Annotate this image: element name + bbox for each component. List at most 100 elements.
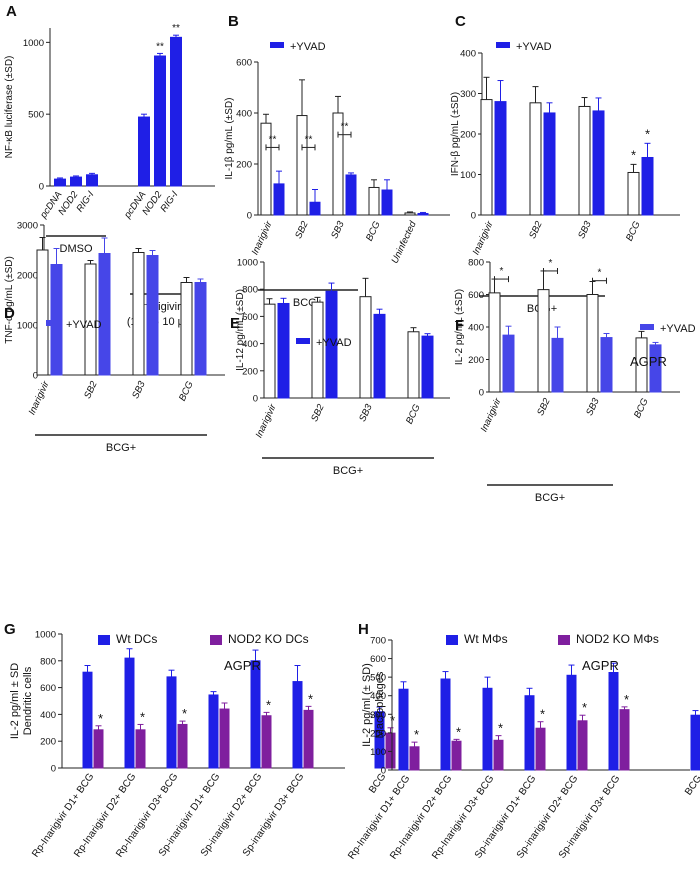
panel-letter-f: F [455, 317, 464, 334]
y-tick-label: 500 [28, 110, 44, 121]
y-tick-label: 0 [51, 764, 56, 775]
bar-c [592, 110, 605, 216]
bar-h [577, 720, 588, 771]
bar-h [608, 672, 619, 771]
panel-letter-g: G [4, 621, 16, 638]
significance-label: * [456, 724, 461, 739]
bar-e [277, 302, 290, 399]
group-label: BCG+ [535, 492, 565, 504]
group-label: BCG+ [106, 442, 136, 454]
x-category-label: RIG-I [74, 189, 96, 214]
y-axis-label: IL-12 pg/mL (±SD) [235, 289, 246, 371]
legend-label: NOD2 KO MΦs [576, 632, 659, 646]
y-axis-label: IL-2 pg/ml ± SD [9, 663, 21, 739]
y-axis-label: IL-2 pg/mL (±SD) [454, 289, 465, 365]
bar-h [524, 695, 535, 771]
significance-label: * [98, 711, 103, 726]
significance-label: * [598, 268, 602, 279]
panel-letter-e: E [230, 315, 240, 332]
bar-g [385, 732, 396, 769]
bar-f [488, 292, 501, 393]
bar-h [690, 714, 700, 771]
significance-label: * [582, 700, 587, 715]
bar-f [502, 334, 515, 393]
group-label: Inarigivir [139, 301, 181, 313]
legend-label: +YVAD [316, 337, 352, 349]
bar-d [194, 282, 207, 376]
y-axis-label: IFN-β pg/mL (±SD) [450, 92, 461, 176]
bar-b [381, 189, 393, 216]
y-axis-label: Macrophages [374, 671, 386, 738]
annotation-label: AGPR [582, 658, 619, 673]
legend-label: Wt DCs [116, 632, 157, 646]
y-tick-label: 600 [242, 312, 258, 323]
bar-h [482, 687, 493, 771]
y-axis-label: IL-2 pg/ml (± SD) [361, 663, 373, 747]
legend-label: +YVAD [66, 319, 102, 331]
y-tick-label: 1000 [237, 258, 258, 269]
x-category-label: BCG [364, 220, 383, 243]
bar-e [407, 331, 420, 399]
group-label: DMSO [60, 243, 93, 255]
x-category-label: BCG [683, 773, 700, 797]
bar-b [368, 186, 380, 216]
bar-g [292, 681, 303, 769]
chart-d: 0 1000 2000 3000 TNF-α pg/mL (±SD) Inarigivir… [4, 221, 225, 454]
y-axis-label: IL-1β pg/mL (±SD) [224, 97, 235, 179]
y-tick-label: 600 [370, 654, 386, 665]
x-category-label: Inarigivir [27, 379, 52, 417]
y-tick-label: 0 [479, 388, 484, 399]
x-category-label: BCG [404, 403, 423, 426]
annotation-label: AGPR [224, 658, 261, 673]
panel-letter-c: C [455, 13, 466, 30]
x-category-label: SB2 [535, 396, 553, 418]
bar-e [263, 303, 276, 399]
bar-f [551, 337, 564, 393]
y-tick-label: 2000 [17, 271, 38, 282]
bar-a [154, 55, 166, 187]
bar-g [93, 729, 104, 769]
bar-e [421, 335, 434, 399]
bar-h [398, 688, 409, 771]
bar-g [219, 708, 230, 769]
significance-label: ** [172, 23, 180, 34]
y-tick-label: 600 [468, 290, 484, 301]
bar-c [627, 171, 640, 216]
y-tick-label: 0 [33, 371, 38, 382]
bar-h [493, 739, 504, 771]
bar-c [578, 105, 591, 216]
significance-label: * [140, 709, 145, 724]
significance-label: ** [341, 122, 349, 133]
bar-f [586, 294, 599, 393]
bar-e [373, 313, 386, 399]
bar-g [135, 729, 146, 769]
group-label: BCG+ [333, 465, 363, 477]
legend-swatch [558, 635, 570, 645]
significance-label: ** [269, 134, 277, 145]
bar-g [250, 660, 261, 769]
bar-a [54, 178, 66, 187]
y-tick-label: 400 [468, 323, 484, 334]
bar-h [619, 709, 630, 771]
y-tick-label: 200 [468, 355, 484, 366]
x-category-label: BCG [632, 397, 651, 420]
panel-letter-h: H [358, 621, 369, 638]
bar-d [180, 282, 193, 376]
bar-d [50, 264, 63, 376]
bar-d [36, 249, 49, 376]
y-tick-label: 600 [236, 58, 252, 69]
y-tick-label: 200 [242, 366, 258, 377]
bar-h [535, 727, 546, 771]
annotation-label: AGPR [630, 354, 667, 369]
significance-label: ** [156, 41, 164, 52]
bar-c [494, 101, 507, 216]
bar-b [273, 183, 285, 216]
bar-g [177, 723, 188, 769]
bar-f [537, 289, 550, 393]
bar-c [641, 156, 654, 216]
significance-label: * [498, 721, 503, 736]
bar-b [417, 212, 429, 216]
bar-g [261, 715, 272, 769]
significance-label: * [624, 692, 629, 707]
